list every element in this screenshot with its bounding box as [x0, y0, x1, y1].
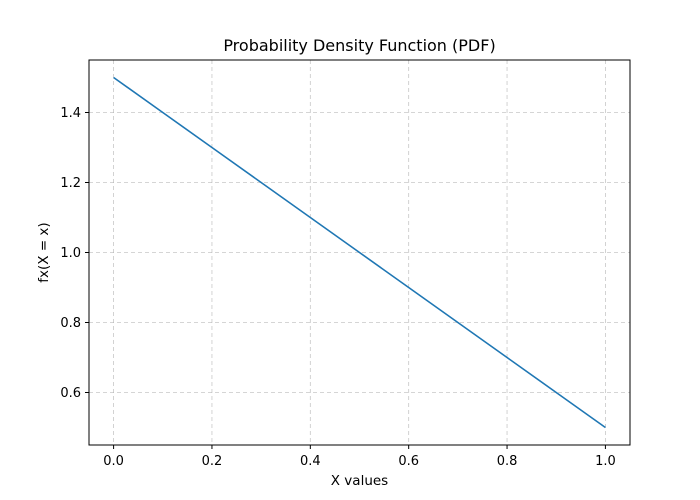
- x-tick-label: 0.6: [398, 454, 419, 469]
- y-tick-label: 0.6: [60, 386, 81, 401]
- x-tick-label: 1.0: [595, 454, 616, 469]
- chart-title: Probability Density Function (PDF): [223, 36, 495, 55]
- y-tick-label: 0.8: [60, 316, 81, 331]
- pdf-series-line: [113, 76, 606, 429]
- series-layer: [113, 76, 606, 429]
- x-axis-label: X values: [331, 473, 388, 489]
- x-tick-label: 0.8: [497, 454, 518, 469]
- y-tick-label: 1.0: [60, 246, 81, 261]
- x-tick-label: 0.0: [103, 454, 124, 469]
- grid-lines: [89, 60, 630, 445]
- x-tick-label: 0.4: [300, 454, 321, 469]
- axis-ticks: 0.0 0.2 0.4 0.6 0.8 1.0 0.6 0.8 1.0 1.2 1.4: [60, 106, 615, 469]
- y-tick-label: 1.2: [60, 176, 81, 191]
- x-tick-label: 0.2: [202, 454, 223, 469]
- y-tick-label: 1.4: [60, 106, 81, 121]
- y-axis-label: fx(X = x): [36, 222, 52, 282]
